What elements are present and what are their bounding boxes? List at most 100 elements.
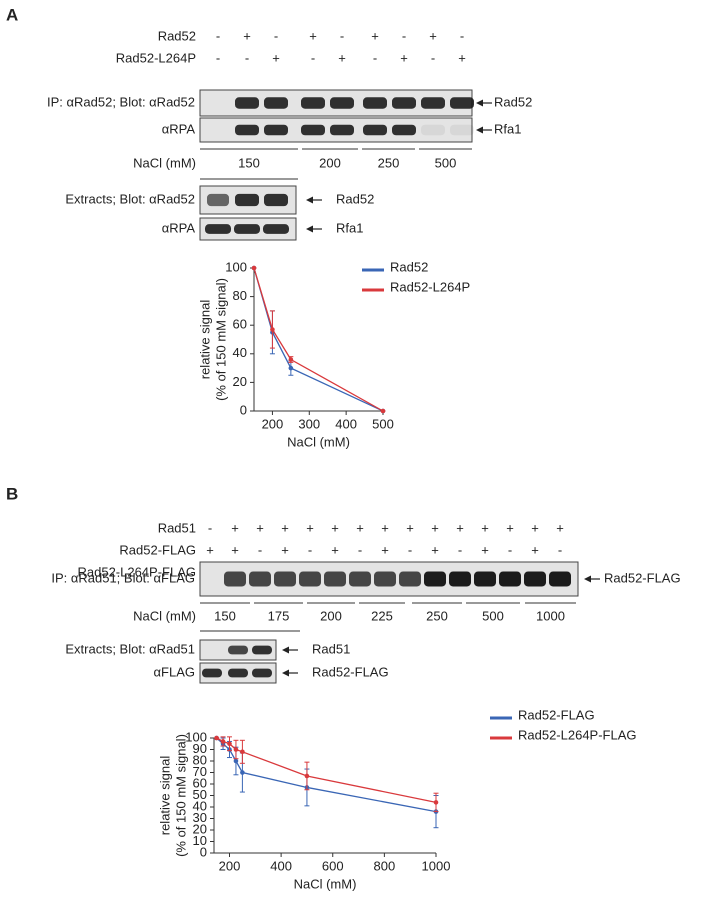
point: [220, 739, 226, 744]
band: [301, 97, 325, 109]
band: [499, 571, 521, 587]
y-axis-label: relative signal: [157, 756, 172, 836]
legend-label: Rad52: [390, 259, 428, 274]
band: [330, 97, 354, 109]
sign: +: [281, 520, 289, 535]
y-axis-label: (% of 150 mM signal): [173, 734, 188, 857]
point: [288, 365, 294, 371]
row-label: Rad51: [158, 520, 196, 535]
sign: +: [506, 520, 514, 535]
y-tick-label: 80: [193, 752, 207, 767]
band: [228, 668, 248, 678]
band: [392, 97, 416, 109]
nacl-group: 150: [214, 608, 236, 623]
band-label: Rad52: [494, 94, 532, 109]
y-tick-label: 0: [200, 844, 207, 859]
blot-label: αFLAG: [154, 664, 195, 679]
sign: +: [309, 28, 317, 43]
y-axis-label: (% of 150 mM signal): [213, 278, 228, 401]
nacl-group: 200: [320, 608, 342, 623]
y-tick-label: 50: [193, 787, 207, 802]
point: [233, 758, 239, 764]
row-label: Rad52-FLAG: [119, 542, 196, 557]
sign: -: [216, 28, 220, 43]
band: [224, 571, 246, 587]
band: [450, 124, 474, 136]
band: [449, 571, 471, 587]
band: [252, 645, 272, 655]
sign: +: [371, 28, 379, 43]
band: [392, 124, 416, 136]
arrow-head: [282, 669, 289, 677]
arrow-head: [476, 126, 483, 134]
band: [274, 571, 296, 587]
band: [207, 193, 229, 207]
y-tick-label: 80: [233, 288, 247, 303]
sign: +: [272, 50, 280, 65]
x-tick-label: 500: [372, 416, 394, 431]
band: [301, 124, 325, 136]
band: [234, 224, 260, 234]
sign: -: [558, 542, 562, 557]
sign: +: [306, 520, 314, 535]
sign: +: [481, 542, 489, 557]
sign: -: [402, 28, 406, 43]
band: [549, 571, 571, 587]
band: [263, 224, 289, 234]
nacl-group: 225: [371, 608, 393, 623]
row-label: Rad52: [158, 28, 196, 43]
y-axis-label: relative signal: [197, 300, 212, 380]
sign: +: [331, 542, 339, 557]
band-label: Rad52-FLAG: [604, 570, 681, 585]
band: [474, 571, 496, 587]
band-label: Rfa1: [336, 220, 363, 235]
sign: +: [456, 520, 464, 535]
band: [299, 571, 321, 587]
series-line: [216, 737, 437, 813]
blot-label: IP: αRad52; Blot: αRad52: [47, 94, 195, 109]
x-tick-label: 1000: [422, 858, 451, 873]
x-tick-label: 400: [335, 416, 357, 431]
band: [374, 571, 396, 587]
band: [249, 571, 271, 587]
y-tick-label: 100: [185, 729, 207, 744]
x-tick-label: 200: [262, 416, 284, 431]
sign: -: [373, 50, 377, 65]
blot-label: IP: αRad51; Blot: αFLAG: [51, 570, 195, 585]
y-tick-label: 40: [233, 345, 247, 360]
y-tick-label: 10: [193, 833, 207, 848]
nacl-group: 250: [378, 155, 400, 170]
sign: -: [245, 50, 249, 65]
sign: +: [231, 542, 239, 557]
sign: -: [358, 542, 362, 557]
nacl-group: 500: [435, 155, 457, 170]
sign: -: [458, 542, 462, 557]
x-axis-label: NaCl (mM): [287, 434, 350, 449]
point: [433, 800, 439, 805]
y-tick-label: 40: [193, 798, 207, 813]
nacl-group: 250: [426, 608, 448, 623]
sign: +: [281, 542, 289, 557]
y-tick-label: 0: [240, 402, 247, 417]
point: [240, 770, 245, 775]
point: [288, 357, 294, 362]
y-tick-label: 20: [193, 821, 207, 836]
sign: -: [408, 542, 412, 557]
sign: +: [481, 520, 489, 535]
band: [235, 124, 259, 136]
sign: -: [274, 28, 278, 43]
sign: -: [311, 50, 315, 65]
y-tick-label: 60: [233, 317, 247, 332]
band-label: Rad52-FLAG: [312, 664, 389, 679]
sign: -: [258, 542, 262, 557]
band: [450, 97, 474, 109]
legend-label: Rad52-L264P: [390, 279, 470, 294]
sign: -: [308, 542, 312, 557]
x-axis-label: NaCl (mM): [294, 876, 357, 891]
sign: +: [556, 520, 564, 535]
sign: -: [460, 28, 464, 43]
nacl-group: 175: [268, 608, 290, 623]
sign: -: [340, 28, 344, 43]
arrow-head: [306, 196, 313, 204]
band: [363, 124, 387, 136]
